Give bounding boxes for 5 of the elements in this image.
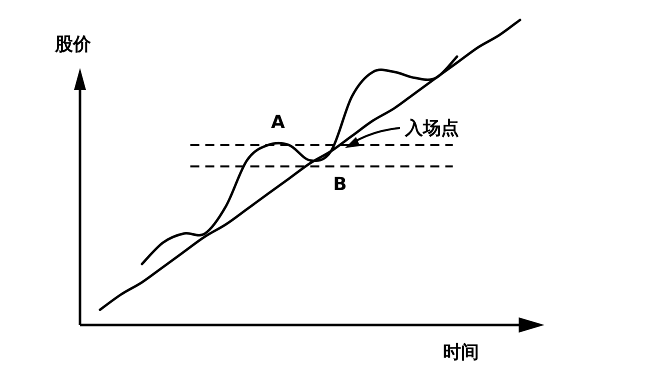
annotation: B [333,174,347,195]
annotation: A [271,112,286,133]
y-axis-title: 股价 [54,34,92,55]
annotation: 入场点 [404,118,459,139]
x-axis-title: 时间 [443,342,479,363]
